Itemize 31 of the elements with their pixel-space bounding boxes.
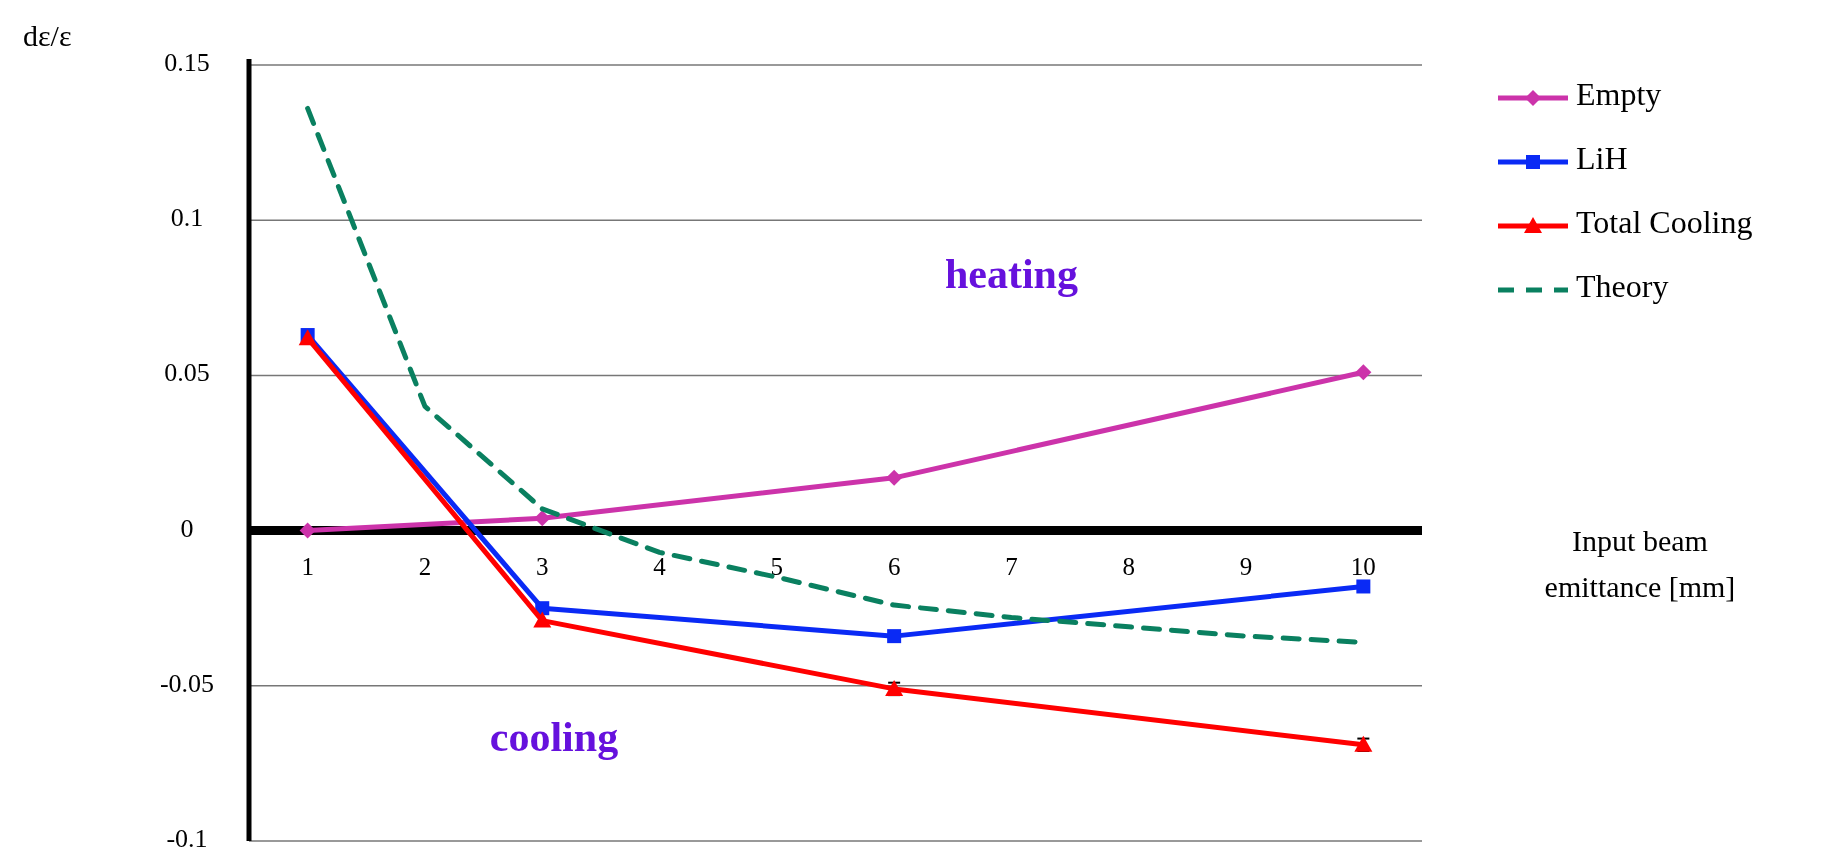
x-tick-label: 8 [1122,552,1135,580]
legend-label: Total Cooling [1576,204,1753,241]
x-axis-title: Input beam emittance [mm] [1544,523,1736,603]
point [887,629,902,644]
x-tick-label: 7 [1005,552,1018,580]
y-tick-label: -0.1 [166,823,208,853]
x-tick-label: 10 [1350,552,1376,580]
point [534,510,551,527]
annotation: cooling [489,713,619,760]
y-axis-title: dε/ε [23,19,72,52]
x-tick-label: 3 [536,552,549,580]
point [533,611,552,628]
legend-label: Theory [1576,268,1669,305]
point [886,469,903,486]
y-tick-label: -0.05 [159,668,215,698]
point [299,522,316,539]
legend-label: LiH [1576,140,1628,177]
x-tick-label: 5 [770,552,784,580]
annotation: heating [944,251,1078,298]
y-tick-label: 0.05 [164,358,210,388]
point [1356,579,1371,594]
x-tick-label: 2 [418,552,432,580]
point [1355,364,1372,381]
y-tick-label: 0.15 [164,47,210,77]
x-tick-label: 1 [301,552,314,580]
y-tick-label: 0.1 [170,203,204,233]
x-tick-label: 6 [887,552,901,580]
legend-label: Empty [1576,76,1662,113]
x-tick-label: 4 [653,552,667,580]
x-tick-label: 9 [1239,552,1253,580]
y-tick-label: 0 [180,513,194,543]
